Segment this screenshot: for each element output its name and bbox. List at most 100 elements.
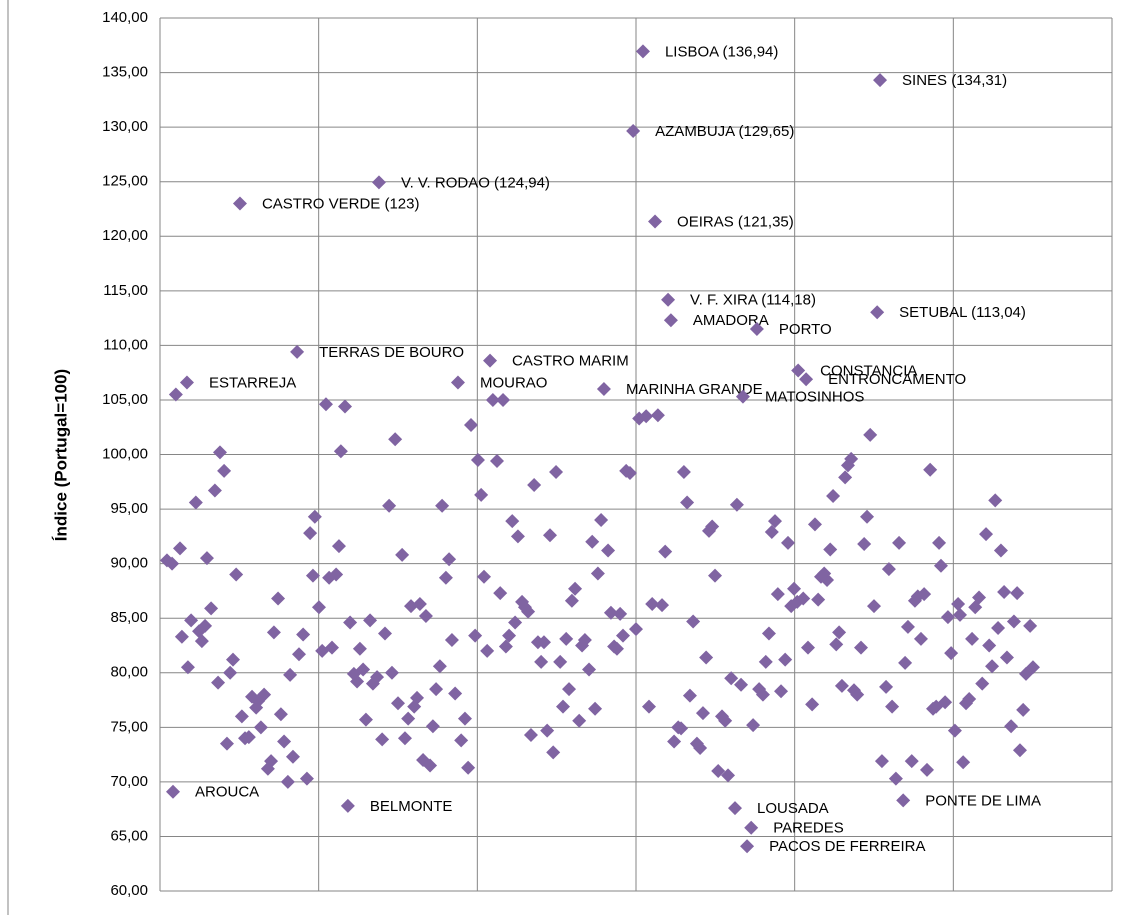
data-point <box>734 677 749 692</box>
data-point <box>217 463 232 478</box>
point-label: MATOSINHOS <box>765 389 864 406</box>
data-point <box>498 639 513 654</box>
data-point <box>588 701 603 716</box>
data-point <box>324 640 339 655</box>
data-point <box>536 635 551 650</box>
data-point <box>582 662 597 677</box>
y-tick-label: 140,00 <box>102 9 148 26</box>
data-point <box>940 610 955 625</box>
data-point <box>1004 719 1019 734</box>
data-point <box>881 562 896 577</box>
data-point <box>285 749 300 764</box>
data-point <box>708 568 723 583</box>
data-point <box>823 542 838 557</box>
data-point <box>277 734 292 749</box>
data-point <box>853 640 868 655</box>
data-point <box>401 711 416 726</box>
data-point <box>253 720 268 735</box>
point-label: LISBOA (136,94) <box>665 43 778 60</box>
data-point <box>695 706 710 721</box>
data-point <box>352 641 367 656</box>
data-point <box>676 464 691 479</box>
data-point <box>435 498 450 513</box>
data-point <box>933 558 948 573</box>
data-point <box>811 592 826 607</box>
data-point <box>1025 660 1040 675</box>
data-point <box>988 493 1003 508</box>
data-point <box>870 305 885 320</box>
data-point <box>194 634 209 649</box>
data-point <box>384 665 399 680</box>
data-point <box>450 375 465 390</box>
data-point <box>820 572 835 587</box>
data-point <box>371 175 386 190</box>
point-label: PORTO <box>779 321 832 338</box>
data-point <box>527 478 542 493</box>
point-label: OEIRAS (121,35) <box>677 213 794 230</box>
data-point <box>686 614 701 629</box>
data-point <box>826 488 841 503</box>
data-point <box>947 723 962 738</box>
data-point <box>993 543 1008 558</box>
data-point <box>613 606 628 621</box>
data-point <box>991 621 1006 636</box>
data-point <box>232 196 247 211</box>
y-tick-label: 95,00 <box>110 500 148 517</box>
y-tick-label: 70,00 <box>110 773 148 790</box>
data-point <box>904 754 919 769</box>
data-point <box>290 344 305 359</box>
data-point <box>397 731 412 746</box>
data-point <box>423 758 438 773</box>
data-point <box>273 707 288 722</box>
y-tick-label: 75,00 <box>110 718 148 735</box>
point-label: CASTRO MARIM <box>512 353 629 370</box>
data-point <box>896 793 911 808</box>
data-point <box>898 655 913 670</box>
data-point <box>370 670 385 685</box>
data-point <box>658 544 673 559</box>
y-tick-label: 85,00 <box>110 609 148 626</box>
data-point <box>219 736 234 751</box>
point-label: CASTRO VERDE (123) <box>262 195 420 212</box>
point-label: PONTE DE LIMA <box>925 792 1041 809</box>
data-point <box>838 470 853 485</box>
point-label: ESTARREJA <box>209 374 296 391</box>
point-label: CONSTANCIA <box>820 362 917 379</box>
data-point <box>318 397 333 412</box>
data-point <box>805 697 820 712</box>
point-label: AROUCA <box>195 784 259 801</box>
data-point <box>493 586 508 601</box>
data-point <box>699 650 714 665</box>
data-point <box>917 587 932 602</box>
data-point <box>729 497 744 512</box>
data-point <box>962 691 977 706</box>
data-point <box>711 763 726 778</box>
data-point <box>490 454 505 469</box>
data-point <box>454 733 469 748</box>
data-point <box>502 628 517 643</box>
data-point <box>867 599 881 614</box>
data-point <box>800 640 815 655</box>
data-point <box>331 539 346 554</box>
data-point <box>508 615 523 630</box>
data-point <box>457 711 472 726</box>
y-tick-label: 100,00 <box>102 445 148 462</box>
point-label: LOUSADA <box>757 800 829 817</box>
data-point <box>952 607 967 622</box>
data-point <box>271 591 286 606</box>
point-label: PACOS DE FERREIRA <box>769 838 925 855</box>
point-label: SINES (134,31) <box>902 72 1007 89</box>
data-point <box>951 597 966 612</box>
data-point <box>338 399 353 414</box>
data-point <box>635 44 650 59</box>
data-point <box>680 495 695 510</box>
data-point <box>622 466 637 481</box>
data-point <box>829 637 844 652</box>
data-point <box>463 418 478 433</box>
data-point <box>283 667 298 682</box>
data-point <box>873 73 888 88</box>
data-point <box>343 615 358 630</box>
data-point <box>603 605 618 620</box>
data-point <box>648 214 663 229</box>
data-point <box>892 535 907 550</box>
